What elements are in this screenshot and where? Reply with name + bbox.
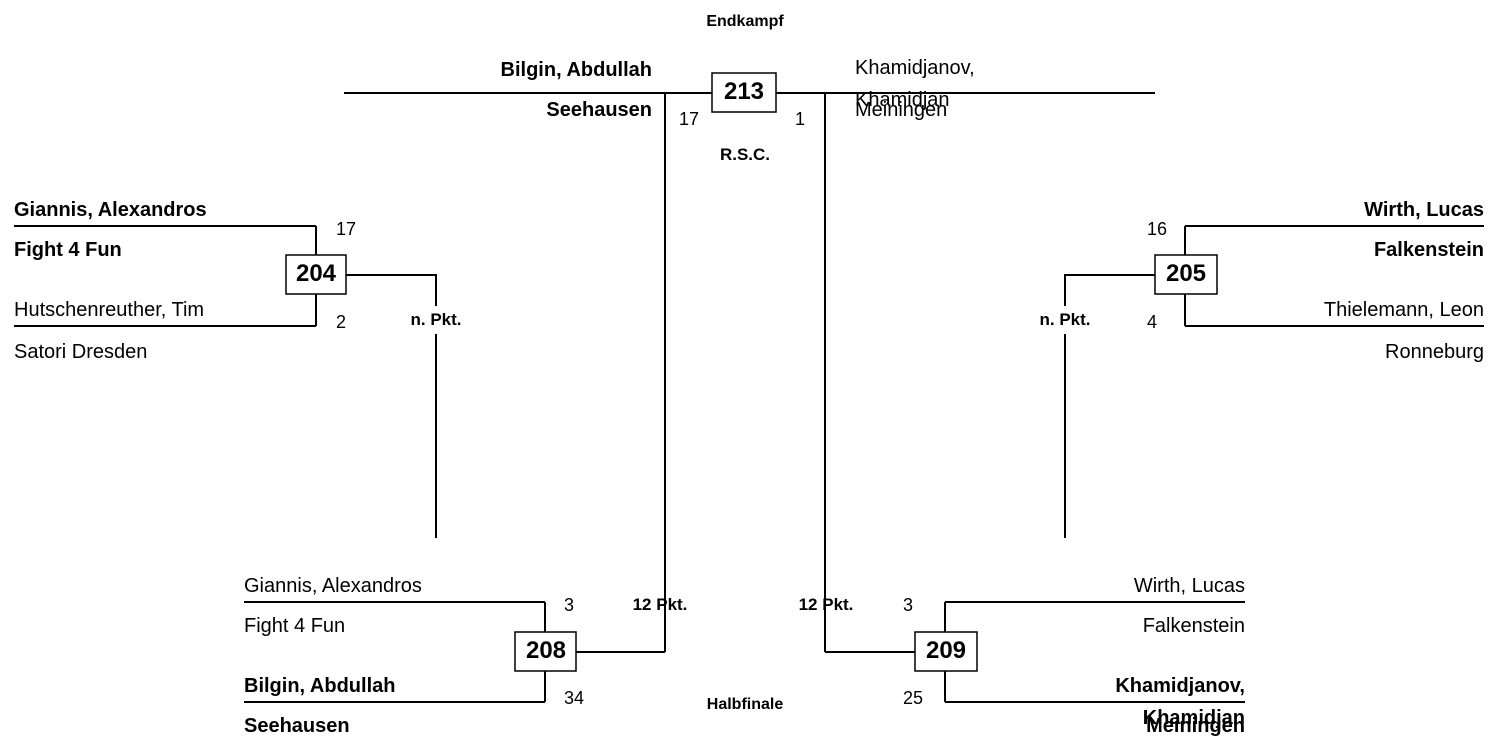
final-heading: Endkampf [706, 13, 784, 30]
fighter-name: Thielemann, Leon [1323, 299, 1484, 321]
score: 3 [903, 595, 914, 615]
fighter-club: Satori Dresden [14, 341, 148, 363]
fighter-club: Meiningen [855, 99, 948, 121]
match-box [1154, 254, 1218, 295]
fighter-club: Meiningen [1146, 715, 1245, 737]
winner-line [346, 274, 437, 538]
match-result: n. Pkt. [386, 306, 486, 334]
fighter-name: Khamidjanov, Khamidjan [1115, 675, 1245, 729]
match-result: R.S.C. [719, 145, 771, 164]
winner-line [1064, 274, 1155, 538]
match-box [514, 631, 577, 672]
score: 17 [679, 109, 700, 129]
match-result: 12 Pkt. [798, 595, 854, 614]
score: 34 [564, 688, 585, 708]
match-box [914, 631, 978, 672]
score: 2 [336, 312, 347, 332]
fighter-club: Ronneburg [1385, 341, 1484, 363]
match-number: 213 [723, 78, 765, 105]
fighter-club: Seehausen [244, 715, 350, 737]
fighter-name: Hutschenreuther, Tim [14, 299, 205, 321]
match-result: 12 Pkt. [632, 595, 688, 614]
semifinal-heading: Halbfinale [706, 696, 784, 713]
score: 3 [564, 595, 575, 615]
match-number: 209 [925, 637, 967, 664]
match-number: 205 [1165, 260, 1207, 287]
fighter-name: Giannis, Alexandros [14, 199, 207, 221]
fighter-club: Fight 4 Fun [244, 615, 346, 637]
match-box [711, 72, 777, 113]
match-number: 208 [525, 637, 567, 664]
score: 25 [903, 688, 924, 708]
score: 1 [795, 109, 806, 129]
fighter-club: Fight 4 Fun [14, 239, 122, 261]
fighter-club: Seehausen [546, 99, 652, 121]
fighter-name: Wirth, Lucas [1133, 575, 1245, 597]
fighter-name: Bilgin, Abdullah [244, 675, 396, 697]
match-box [285, 254, 347, 295]
fighter-name: Giannis, Alexandros [244, 575, 422, 597]
fighter-name: Wirth, Lucas [1364, 199, 1484, 221]
fighter-club: Falkenstein [1142, 615, 1245, 637]
score: 17 [336, 219, 357, 239]
fighter-name: Bilgin, Abdullah [500, 59, 652, 81]
score: 16 [1147, 219, 1168, 239]
fighter-club: Falkenstein [1373, 239, 1484, 261]
match-result: n. Pkt. [1015, 306, 1115, 334]
score: 4 [1147, 312, 1158, 332]
match-number: 204 [295, 260, 337, 287]
fighter-name: Khamidjanov, Khamidjan [855, 57, 975, 111]
